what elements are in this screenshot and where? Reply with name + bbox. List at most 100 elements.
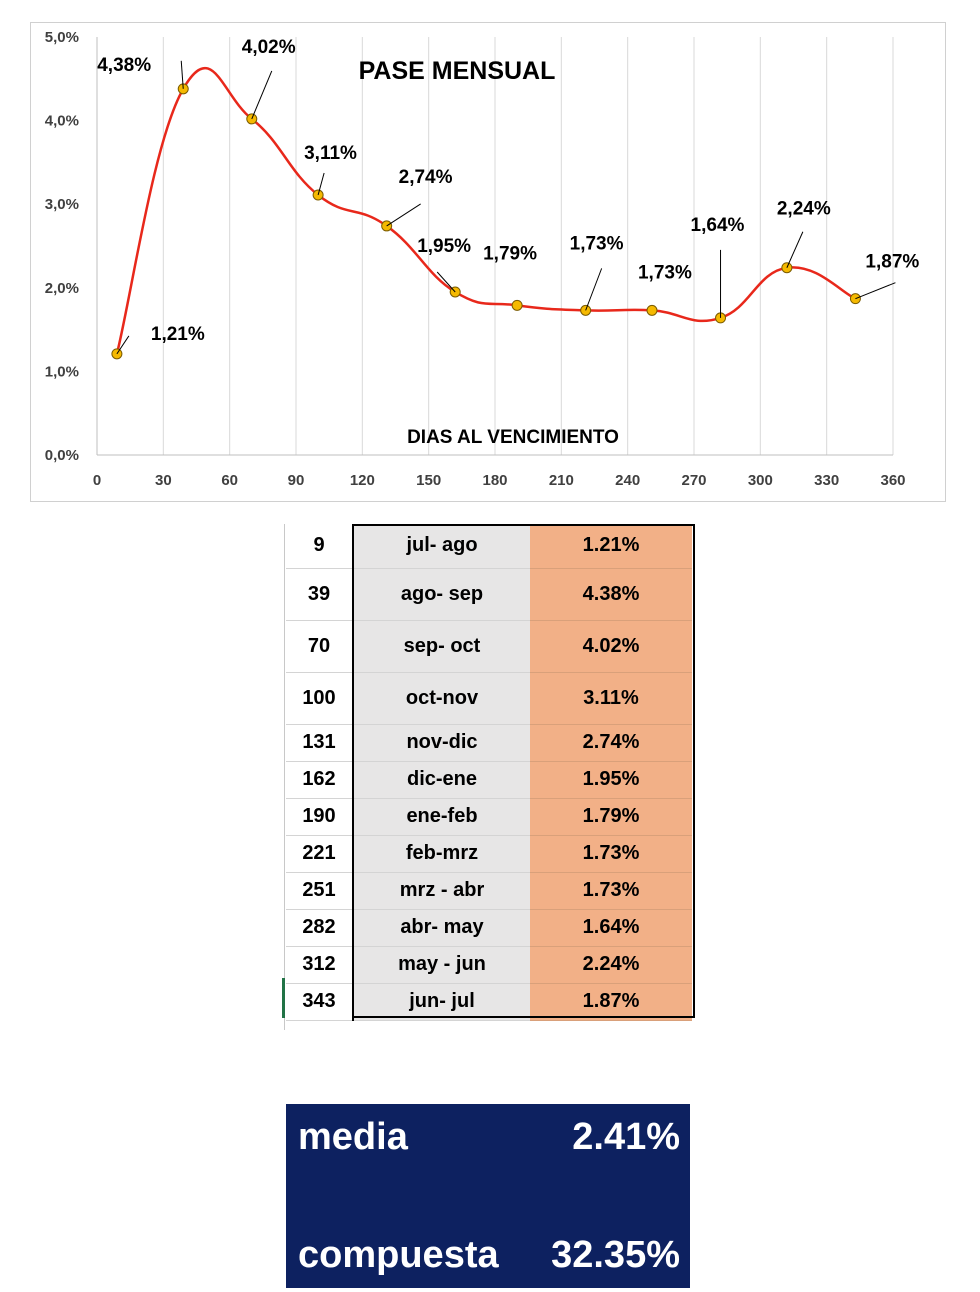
media-label: media <box>298 1116 408 1158</box>
rate-cell: 1.95% <box>530 761 692 799</box>
rate-cell: 2.24% <box>530 946 692 984</box>
active-row-marker <box>282 978 285 1018</box>
table-row: 100 oct-nov 3.11% <box>286 672 692 725</box>
chart-container: 0 30 60 90 120 150 180 210 240 270 300 330 360 0,0% 1,… <box>30 22 946 502</box>
data-label-leader <box>317 172 325 196</box>
series-line-group <box>115 66 856 355</box>
x-tick-label: 360 <box>880 472 905 489</box>
period-cell: jul- ago <box>353 524 530 569</box>
data-label-leader <box>855 282 896 300</box>
x-tick-label: 150 <box>416 472 441 489</box>
data-label: 1,73% <box>638 262 692 283</box>
y-tick-label: 4,0% <box>45 113 79 130</box>
compuesta-label: compuesta <box>298 1234 499 1276</box>
y-tick-label: 3,0% <box>45 196 79 213</box>
data-label: 1,64% <box>691 215 745 236</box>
y-tick-label: 2,0% <box>45 280 79 297</box>
days-cell: 9 <box>286 524 354 569</box>
table-row: 282 abr- may 1.64% <box>286 909 692 947</box>
period-cell: ago- sep <box>353 568 530 621</box>
y-tick-label: 1,0% <box>45 363 79 380</box>
x-tick-label: 270 <box>681 472 706 489</box>
data-label: 1,87% <box>865 252 919 273</box>
days-cell: 162 <box>286 761 354 799</box>
data-label: 1,73% <box>570 233 624 254</box>
y-tick-label: 0,0% <box>45 447 79 464</box>
days-cell: 221 <box>286 835 354 873</box>
data-label-leader <box>251 70 273 120</box>
x-tick-label: 210 <box>549 472 574 489</box>
data-label-leader <box>386 203 421 227</box>
days-cell: 70 <box>286 620 354 673</box>
period-cell: may - jun <box>353 946 530 984</box>
period-cell: ene-feb <box>353 798 530 836</box>
data-label-leader <box>180 60 184 89</box>
summary-media-row: media 2.41% <box>286 1116 690 1166</box>
data-labels: 1,21% 4,38% 4,02% 3,11% 2,74% 1,95% 1,79% 1,73%… <box>97 37 919 355</box>
data-label: 1,21% <box>151 324 205 345</box>
period-cell: mrz - abr <box>353 872 530 910</box>
rate-cell: 1.64% <box>530 909 692 947</box>
days-cell: 131 <box>286 724 354 762</box>
data-label: 3,11% <box>304 143 357 164</box>
rate-cell: 3.11% <box>530 672 692 725</box>
period-cell: sep- oct <box>353 620 530 673</box>
x-tick-label: 90 <box>288 472 305 489</box>
rate-cell: 1.73% <box>530 872 692 910</box>
data-label-leader <box>116 335 130 355</box>
x-tick-label: 0 <box>93 472 101 489</box>
data-point <box>511 299 523 311</box>
x-tick-label: 120 <box>350 472 375 489</box>
data-label: 4,02% <box>242 37 296 58</box>
period-cell: feb-mrz <box>353 835 530 873</box>
pase-data-table: 9 jul- ago 1.21% 39 ago- sep 4.38% 70 sep- oct 4… <box>286 524 692 1021</box>
data-label-leader <box>786 231 804 268</box>
table-row: 162 dic-ene 1.95% <box>286 761 692 799</box>
period-cell: dic-ene <box>353 761 530 799</box>
days-cell: 39 <box>286 568 354 621</box>
chart-axes: 0 30 60 90 120 150 180 210 240 270 300 330 360 0,0% 1,… <box>45 29 906 489</box>
period-cell: oct-nov <box>353 672 530 725</box>
chart-title: PASE MENSUAL <box>359 57 556 85</box>
rate-cell: 1.21% <box>530 524 692 569</box>
rate-cell: 1.79% <box>530 798 692 836</box>
data-label: 1,79% <box>483 243 537 264</box>
period-cell: nov-dic <box>353 724 530 762</box>
table-row: 312 may - jun 2.24% <box>286 946 692 984</box>
x-tick-label: 180 <box>482 472 507 489</box>
data-point <box>646 304 658 316</box>
y-tick-label: 5,0% <box>45 29 79 46</box>
days-cell: 190 <box>286 798 354 836</box>
x-tick-label: 330 <box>814 472 839 489</box>
table-row: 190 ene-feb 1.79% <box>286 798 692 836</box>
x-tick-label: 30 <box>155 472 172 489</box>
period-cell: jun- jul <box>353 983 530 1021</box>
table-row: 70 sep- oct 4.02% <box>286 620 692 673</box>
data-points <box>111 83 861 360</box>
sheet-row-header-edge <box>284 524 285 1030</box>
pase-table: 9 jul- ago 1.21% 39 ago- sep 4.38% 70 sep- oct 4… <box>276 524 696 1030</box>
days-cell: 282 <box>286 909 354 947</box>
data-label: 2,74% <box>399 167 453 188</box>
compuesta-value: 32.35% <box>551 1234 680 1276</box>
data-label: 2,24% <box>777 199 831 220</box>
table-row: 343 jun- jul 1.87% <box>286 983 692 1021</box>
x-axis-title: DIAS AL VENCIMIENTO <box>407 427 619 448</box>
days-cell: 100 <box>286 672 354 725</box>
summary-compuesta-row: compuesta 32.35% <box>286 1234 690 1284</box>
rate-cell: 2.74% <box>530 724 692 762</box>
table-row: 131 nov-dic 2.74% <box>286 724 692 762</box>
series-line <box>115 66 856 355</box>
days-cell: 312 <box>286 946 354 984</box>
x-tick-label: 300 <box>748 472 773 489</box>
summary-box: media 2.41% compuesta 32.35% <box>286 1104 690 1288</box>
pase-mensual-chart: 0 30 60 90 120 150 180 210 240 270 300 330 360 0,0% 1,… <box>45 29 920 489</box>
table-row: 251 mrz - abr 1.73% <box>286 872 692 910</box>
media-value: 2.41% <box>572 1116 680 1158</box>
x-tick-label: 240 <box>615 472 640 489</box>
data-label: 1,95% <box>417 236 471 257</box>
days-cell: 251 <box>286 872 354 910</box>
table-row: 9 jul- ago 1.21% <box>286 524 692 569</box>
period-cell: abr- may <box>353 909 530 947</box>
rate-cell: 1.87% <box>530 983 692 1021</box>
